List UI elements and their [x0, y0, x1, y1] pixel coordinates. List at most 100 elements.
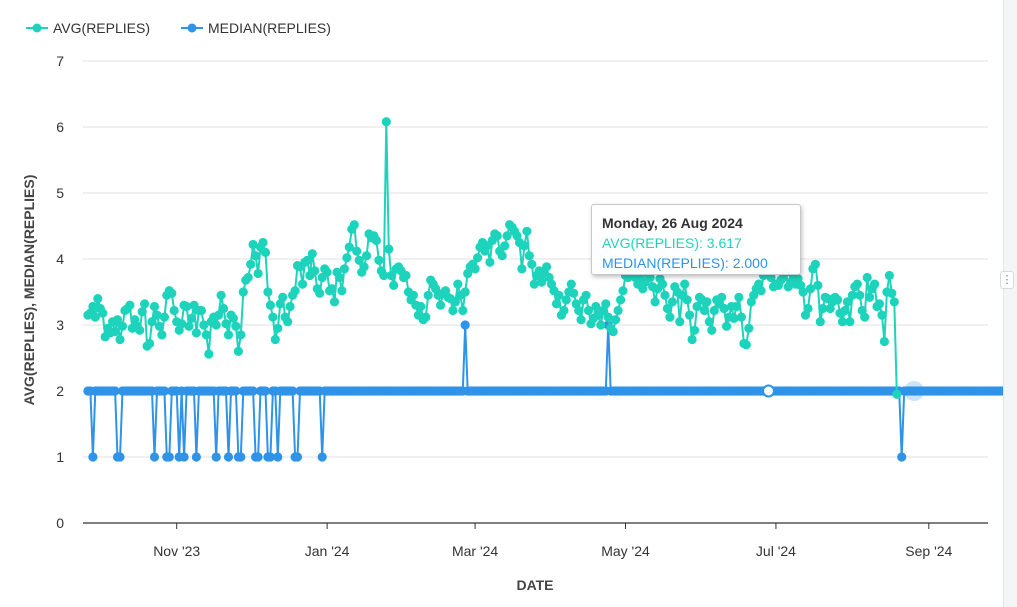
avg-point — [268, 312, 278, 322]
y-axis-title: AVG(REPLIES), MEDIAN(REPLIES) — [21, 175, 37, 406]
avg-point — [223, 330, 234, 340]
avg-point — [265, 300, 275, 310]
avg-point — [283, 317, 293, 327]
median-point — [1000, 387, 1003, 395]
avg-point — [342, 253, 352, 263]
avg-point — [152, 310, 162, 320]
avg-point — [228, 313, 238, 323]
avg-point — [704, 317, 714, 327]
avg-point — [362, 251, 372, 261]
avg-point — [833, 295, 843, 305]
avg-point — [231, 321, 241, 331]
avg-point — [201, 330, 211, 340]
avg-point — [374, 255, 384, 265]
avg-point — [650, 297, 660, 307]
avg-point — [460, 287, 470, 297]
avg-point — [662, 303, 673, 314]
avg-point — [322, 267, 332, 277]
tooltip-avg-value: AVG(REPLIES): 3.617 — [602, 235, 742, 251]
median-point — [460, 320, 470, 330]
median-point — [211, 452, 221, 462]
avg-point — [307, 249, 317, 259]
avg-point — [685, 310, 695, 320]
avg-point — [117, 321, 128, 331]
avg-point — [149, 301, 160, 312]
avg-point — [527, 259, 537, 269]
avg-point — [270, 334, 280, 345]
avg-point — [519, 241, 530, 251]
avg-point — [359, 262, 369, 272]
y-tick-label: 2 — [56, 383, 64, 399]
hover-markers — [762, 381, 925, 401]
avg-point — [618, 286, 628, 296]
avg-point — [603, 312, 613, 322]
avg-point — [251, 251, 261, 261]
avg-point — [458, 305, 468, 316]
median-point — [253, 452, 263, 462]
avg-point — [408, 290, 418, 300]
avg-point — [221, 319, 231, 329]
avg-point — [258, 237, 268, 248]
avg-point — [687, 334, 697, 345]
avg-point — [623, 272, 633, 283]
avg-point — [874, 299, 885, 309]
x-tick-label: Nov '23 — [153, 543, 200, 559]
avg-point — [707, 325, 717, 335]
avg-point — [302, 255, 312, 265]
avg-point — [798, 287, 808, 297]
median-point — [317, 452, 327, 462]
median-point — [191, 452, 201, 462]
avg-point — [734, 292, 744, 302]
avg-point — [236, 330, 246, 340]
avg-point — [354, 255, 364, 265]
avg-point — [278, 292, 288, 302]
avg-point — [238, 287, 248, 297]
avg-point — [337, 286, 347, 296]
avg-point — [88, 301, 98, 312]
avg-point — [559, 305, 569, 316]
avg-point — [492, 231, 502, 241]
y-tick-label: 4 — [56, 251, 64, 267]
median-point — [110, 386, 120, 396]
avg-point — [870, 279, 880, 289]
avg-point — [500, 241, 510, 251]
y-tick-label: 1 — [56, 449, 64, 465]
avg-point — [371, 235, 381, 246]
avg-point — [191, 328, 201, 338]
avg-point — [860, 312, 870, 322]
avg-point — [601, 299, 611, 309]
avg-point — [709, 305, 719, 316]
y-tick-label: 6 — [56, 119, 64, 135]
y-tick-label: 5 — [56, 185, 64, 201]
avg-point — [862, 272, 872, 283]
median-point — [149, 452, 160, 462]
avg-point — [186, 313, 197, 323]
chart-tooltip: Monday, 26 Aug 2024 AVG(REPLIES): 3.617 … — [591, 204, 801, 275]
avg-point — [554, 290, 564, 300]
median-point — [115, 452, 125, 462]
avg-point — [285, 301, 295, 312]
avg-point — [473, 253, 483, 263]
avg-point — [865, 292, 875, 302]
avg-point — [837, 317, 848, 327]
median-point — [179, 452, 189, 462]
drag-handle-icon[interactable]: ⋮ — [1000, 271, 1014, 289]
avg-point — [744, 323, 754, 333]
avg-point — [581, 290, 591, 300]
avg-point — [423, 290, 433, 300]
avg-point — [608, 327, 618, 337]
avg-point — [196, 305, 206, 316]
avg-point — [327, 284, 337, 294]
avg-point — [566, 279, 576, 289]
avg-point — [137, 307, 147, 317]
avg-point — [154, 321, 164, 331]
legend-item-avg[interactable]: AVG(REPLIES) — [26, 20, 150, 36]
median-point — [260, 386, 271, 396]
avg-point — [717, 292, 727, 302]
avg-point — [470, 264, 480, 274]
avg-point — [702, 297, 712, 307]
legend-item-median[interactable]: MEDIAN(REPLIES) — [181, 20, 331, 36]
avg-point — [339, 264, 349, 274]
avg-point — [847, 290, 858, 300]
